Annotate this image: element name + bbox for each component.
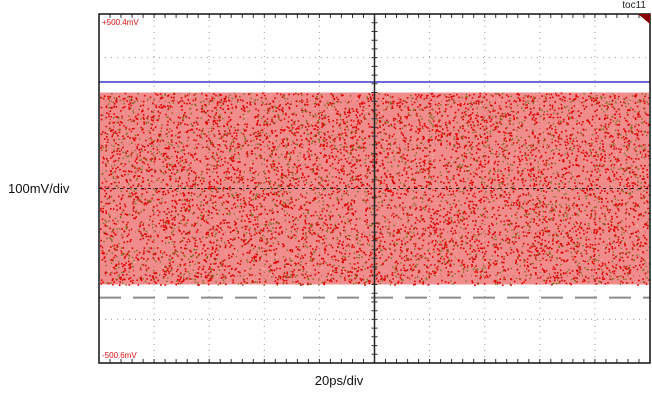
screen-bottom-voltage-label: -500.6mV [102, 351, 137, 360]
figure-tag: toc11 [622, 0, 646, 11]
center-axes [98, 13, 651, 364]
eye-trace-olive [100, 92, 651, 286]
screen-top-voltage-label: +500.4mV [102, 18, 139, 27]
eye-diagram-traces [100, 92, 651, 286]
y-axis-scale-label: 100mV/div [8, 181, 70, 196]
screen-frame [98, 13, 651, 364]
corner-marker [638, 14, 650, 24]
x-axis-scale-label: 20ps/div [314, 373, 364, 388]
